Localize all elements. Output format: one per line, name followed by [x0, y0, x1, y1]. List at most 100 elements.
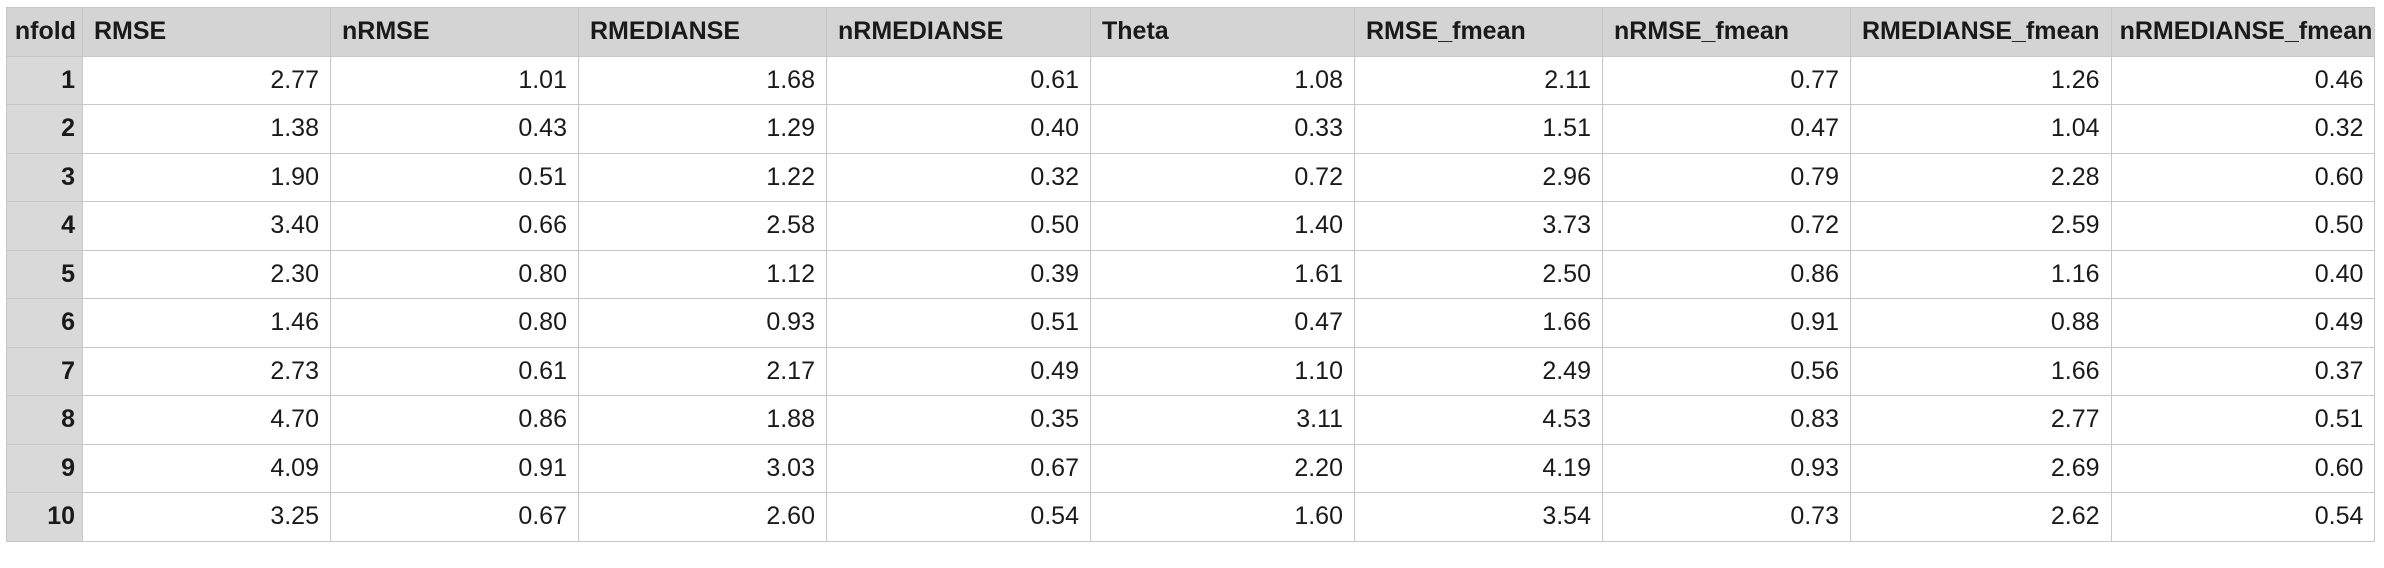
data-cell[interactable]: 0.60	[2110, 152, 2376, 202]
data-cell[interactable]: 1.04	[1850, 104, 2112, 154]
data-cell[interactable]: 2.60	[578, 492, 827, 542]
data-cell[interactable]: 4.70	[82, 395, 331, 445]
data-cell[interactable]: 2.77	[82, 55, 331, 105]
data-cell[interactable]: 0.33	[1090, 104, 1355, 154]
data-cell[interactable]: 4.53	[1354, 395, 1603, 445]
row-index-cell[interactable]: 5	[6, 249, 83, 299]
data-cell[interactable]: 0.50	[2110, 201, 2376, 251]
data-cell[interactable]: 0.40	[2110, 249, 2376, 299]
data-cell[interactable]: 0.39	[826, 249, 1091, 299]
data-cell[interactable]: 2.96	[1354, 152, 1603, 202]
row-index-cell[interactable]: 4	[6, 201, 83, 251]
row-index-cell[interactable]: 8	[6, 395, 83, 445]
data-cell[interactable]: 1.46	[82, 298, 331, 348]
data-cell[interactable]: 3.25	[82, 492, 331, 542]
row-index-cell[interactable]: 10	[6, 492, 83, 542]
data-cell[interactable]: 1.38	[82, 104, 331, 154]
data-cell[interactable]: 0.66	[330, 201, 579, 251]
data-cell[interactable]: 1.60	[1090, 492, 1355, 542]
data-cell[interactable]: 3.11	[1090, 395, 1355, 445]
data-cell[interactable]: 2.20	[1090, 443, 1355, 493]
row-index-cell[interactable]: 6	[6, 298, 83, 348]
data-cell[interactable]: 0.50	[826, 201, 1091, 251]
data-cell[interactable]: 0.47	[1602, 104, 1851, 154]
data-cell[interactable]: 2.69	[1850, 443, 2112, 493]
row-index-cell[interactable]: 7	[6, 346, 83, 396]
data-cell[interactable]: 0.72	[1602, 201, 1851, 251]
data-cell[interactable]: 2.59	[1850, 201, 2112, 251]
data-cell[interactable]: 0.32	[826, 152, 1091, 202]
data-cell[interactable]: 0.88	[1850, 298, 2112, 348]
data-cell[interactable]: 1.66	[1850, 346, 2112, 396]
data-cell[interactable]: 3.54	[1354, 492, 1603, 542]
data-cell[interactable]: 2.62	[1850, 492, 2112, 542]
column-header-rmse-fmean[interactable]: RMSE_fmean	[1354, 7, 1603, 57]
data-cell[interactable]: 0.32	[2110, 104, 2376, 154]
data-cell[interactable]: 0.51	[330, 152, 579, 202]
data-cell[interactable]: 1.10	[1090, 346, 1355, 396]
data-cell[interactable]: 1.90	[82, 152, 331, 202]
data-cell[interactable]: 0.61	[330, 346, 579, 396]
data-cell[interactable]: 1.26	[1850, 55, 2112, 105]
data-cell[interactable]: 0.61	[826, 55, 1091, 105]
data-cell[interactable]: 1.88	[578, 395, 827, 445]
column-header-nrmse-fmean[interactable]: nRMSE_fmean	[1602, 7, 1851, 57]
row-index-cell[interactable]: 2	[6, 104, 83, 154]
index-column-header[interactable]: nfold	[6, 7, 83, 57]
data-cell[interactable]: 1.29	[578, 104, 827, 154]
data-cell[interactable]: 1.68	[578, 55, 827, 105]
data-cell[interactable]: 1.16	[1850, 249, 2112, 299]
data-cell[interactable]: 0.43	[330, 104, 579, 154]
data-cell[interactable]: 2.58	[578, 201, 827, 251]
data-cell[interactable]: 2.17	[578, 346, 827, 396]
data-cell[interactable]: 1.22	[578, 152, 827, 202]
row-index-cell[interactable]: 3	[6, 152, 83, 202]
data-cell[interactable]: 0.51	[826, 298, 1091, 348]
data-cell[interactable]: 0.91	[1602, 298, 1851, 348]
data-cell[interactable]: 3.03	[578, 443, 827, 493]
data-cell[interactable]: 2.11	[1354, 55, 1603, 105]
data-cell[interactable]: 1.12	[578, 249, 827, 299]
data-cell[interactable]: 4.19	[1354, 443, 1603, 493]
data-cell[interactable]: 2.49	[1354, 346, 1603, 396]
data-cell[interactable]: 1.66	[1354, 298, 1603, 348]
data-cell[interactable]: 0.93	[1602, 443, 1851, 493]
column-header-nrmse[interactable]: nRMSE	[330, 7, 579, 57]
data-cell[interactable]: 0.54	[826, 492, 1091, 542]
data-cell[interactable]: 0.40	[826, 104, 1091, 154]
data-cell[interactable]: 2.30	[82, 249, 331, 299]
data-cell[interactable]: 0.67	[330, 492, 579, 542]
row-index-cell[interactable]: 1	[6, 55, 83, 105]
data-cell[interactable]: 0.54	[2110, 492, 2376, 542]
data-cell[interactable]: 0.91	[330, 443, 579, 493]
data-cell[interactable]: 0.72	[1090, 152, 1355, 202]
data-cell[interactable]: 0.37	[2110, 346, 2376, 396]
data-cell[interactable]: 2.28	[1850, 152, 2112, 202]
data-cell[interactable]: 0.49	[2110, 298, 2376, 348]
data-cell[interactable]: 0.83	[1602, 395, 1851, 445]
data-cell[interactable]: 0.79	[1602, 152, 1851, 202]
data-cell[interactable]: 4.09	[82, 443, 331, 493]
data-cell[interactable]: 0.93	[578, 298, 827, 348]
column-header-nrmedianse-fmean[interactable]: nRMEDIANSE_fmean	[2110, 7, 2376, 57]
column-header-nrmedianse[interactable]: nRMEDIANSE	[826, 7, 1091, 57]
data-cell[interactable]: 0.67	[826, 443, 1091, 493]
column-header-rmse[interactable]: RMSE	[82, 7, 331, 57]
data-cell[interactable]: 1.51	[1354, 104, 1603, 154]
data-cell[interactable]: 1.40	[1090, 201, 1355, 251]
data-cell[interactable]: 3.40	[82, 201, 331, 251]
row-index-cell[interactable]: 9	[6, 443, 83, 493]
data-cell[interactable]: 0.80	[330, 249, 579, 299]
data-cell[interactable]: 0.46	[2110, 55, 2376, 105]
column-header-theta[interactable]: Theta	[1090, 7, 1355, 57]
data-cell[interactable]: 0.51	[2110, 395, 2376, 445]
data-cell[interactable]: 0.47	[1090, 298, 1355, 348]
data-cell[interactable]: 0.86	[330, 395, 579, 445]
data-cell[interactable]: 0.49	[826, 346, 1091, 396]
data-cell[interactable]: 1.61	[1090, 249, 1355, 299]
data-cell[interactable]: 2.77	[1850, 395, 2112, 445]
data-cell[interactable]: 0.80	[330, 298, 579, 348]
column-header-rmedianse[interactable]: RMEDIANSE	[578, 7, 827, 57]
data-cell[interactable]: 2.50	[1354, 249, 1603, 299]
data-cell[interactable]: 3.73	[1354, 201, 1603, 251]
